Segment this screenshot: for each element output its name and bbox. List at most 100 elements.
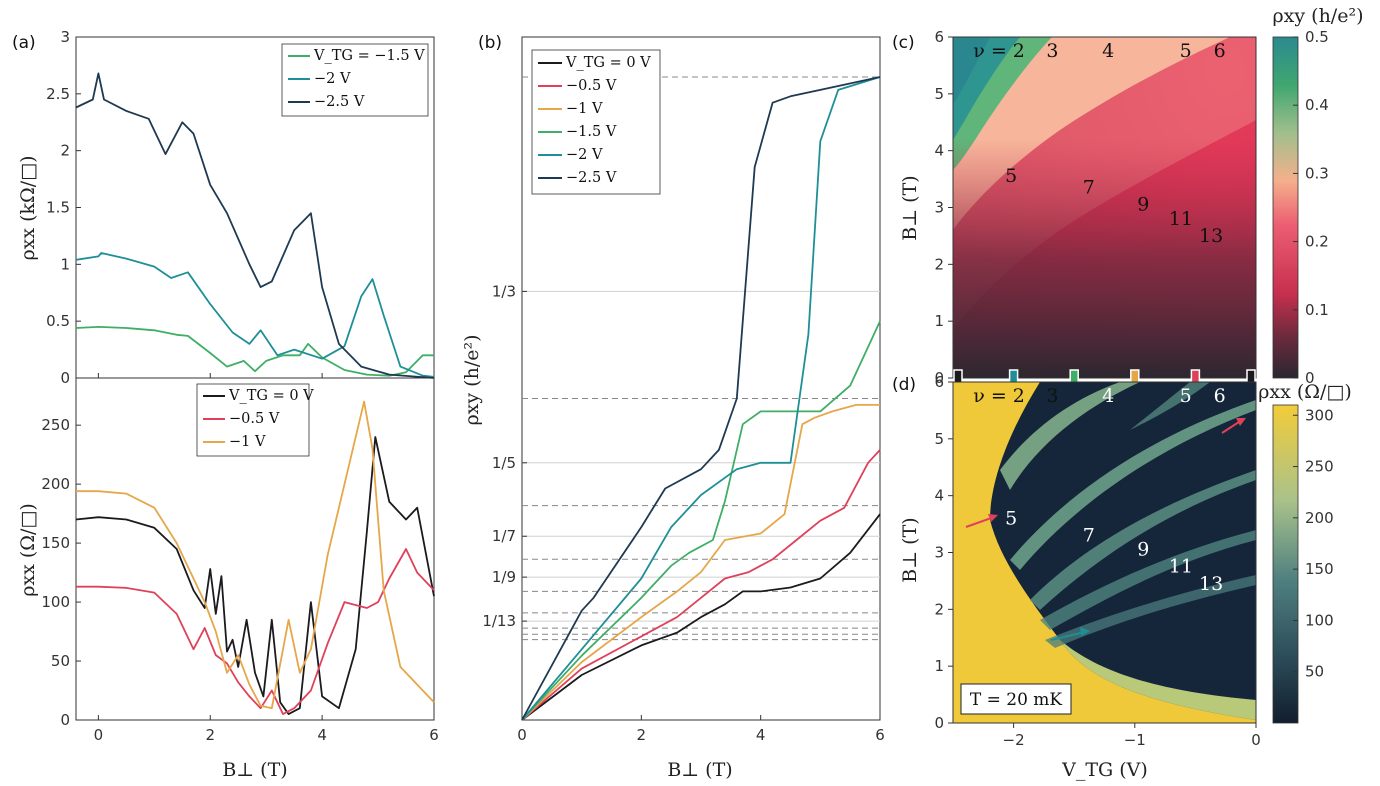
y-tick-label: 0 bbox=[60, 369, 70, 387]
y-tick-label: 4 bbox=[934, 487, 944, 505]
colorbar-tick-label: 0.1 bbox=[1305, 301, 1329, 319]
colorbar-tick-label: 250 bbox=[1305, 458, 1334, 476]
filling-factor-label: 5 bbox=[1180, 385, 1192, 407]
x-tick-label: 2 bbox=[205, 726, 215, 744]
x-axis-label: B⊥ (T) bbox=[667, 759, 732, 781]
colorbar-tick-label: 0.5 bbox=[1305, 28, 1329, 46]
filling-factor-label: 5 bbox=[1005, 507, 1017, 529]
filling-factor-label: 6 bbox=[1214, 40, 1226, 62]
y-tick-label: 6 bbox=[934, 373, 944, 391]
series-line bbox=[521, 76, 881, 721]
arrow-red-nu5-head bbox=[988, 514, 998, 522]
series-line bbox=[75, 72, 435, 379]
filling-factor-label: 3 bbox=[1046, 40, 1058, 62]
arrows bbox=[965, 418, 1246, 641]
y-tick-label: 2 bbox=[934, 600, 944, 618]
y-tick-label: 1/7 bbox=[492, 527, 516, 545]
y-axis-label: ρxy (h/e²) bbox=[461, 335, 483, 426]
legend-label: V_TG = 0 V bbox=[565, 55, 651, 71]
legend-label: −1.5 V bbox=[566, 124, 617, 140]
y-tick-label: 0 bbox=[934, 369, 944, 387]
filling-factor-label: 5 bbox=[1180, 40, 1192, 62]
filling-factor-label: 5 bbox=[1005, 165, 1017, 187]
colorbar-tick-label: 300 bbox=[1305, 406, 1334, 424]
chart-a-top: 0 0.5 1 1.5 2 2.5 3 ρxx (kΩ/□) V_TG = −1.5 V −2… bbox=[17, 28, 435, 387]
colorbar-tick-label: 0.4 bbox=[1305, 96, 1329, 114]
colorbar-d: 50 100 150 200 250 300 ρxx (Ω/□) bbox=[1258, 381, 1352, 724]
series-line bbox=[521, 449, 881, 721]
arrow-teal bbox=[1050, 631, 1086, 641]
legend-label: −0.5 V bbox=[566, 78, 617, 94]
filling-factor-label: 9 bbox=[1137, 194, 1149, 216]
colorbar-label: ρxx (Ω/□) bbox=[1258, 381, 1352, 403]
y-tick-label: 200 bbox=[41, 475, 70, 493]
y-tick-label: 2 bbox=[60, 142, 70, 160]
series-line bbox=[76, 400, 435, 710]
arrow-teal-head bbox=[1080, 627, 1090, 636]
series-line bbox=[75, 436, 435, 715]
y-tick-label: 1 bbox=[934, 312, 944, 330]
colorbar-tick-label: 0 bbox=[1305, 369, 1315, 387]
x-tick-label: −2 bbox=[1003, 731, 1025, 749]
legend-label: −2.5 V bbox=[566, 170, 617, 186]
colorbar-tick-label: 150 bbox=[1305, 560, 1334, 578]
axes-box bbox=[521, 36, 881, 721]
legend: V_TG = −1.5 V −2 V −2.5 V bbox=[281, 43, 429, 117]
y-tick-label: 0 bbox=[60, 711, 70, 729]
temperature-label: T = 20 mK bbox=[970, 690, 1063, 710]
y-axis-label: B⊥ (T) bbox=[899, 175, 921, 240]
x-tick-label: 6 bbox=[429, 726, 439, 744]
x-tick-label: 4 bbox=[756, 726, 766, 744]
legend-label: V_TG = −1.5 V bbox=[313, 48, 425, 64]
y-tick-label: 1/13 bbox=[482, 612, 516, 630]
y-tick-label: 2.5 bbox=[46, 85, 70, 103]
filling-factor-label: 11 bbox=[1169, 556, 1193, 578]
panel-label-c: (c) bbox=[892, 33, 915, 53]
legend-label: −1 V bbox=[566, 101, 603, 117]
legend-label: −2 V bbox=[314, 71, 351, 87]
filling-factor-label: ν = 2 bbox=[973, 40, 1025, 62]
filling-factor-label: 4 bbox=[1102, 40, 1114, 62]
series-line bbox=[521, 513, 881, 721]
legend: V_TG = 0 V −0.5 V −1 V bbox=[196, 383, 314, 457]
x-axis-label: V_TG (V) bbox=[1061, 759, 1148, 781]
y-tick-label: 5 bbox=[934, 85, 944, 103]
series-line bbox=[75, 325, 434, 377]
chart-b: 0 2 4 6 1/3 1/5 1/7 1/9 1/13 ρxy (h/e²) B⊥ (T) V… bbox=[461, 36, 885, 781]
y-tick-label: 3 bbox=[60, 28, 70, 46]
filling-factor-label: 13 bbox=[1199, 573, 1223, 595]
legend-label: −0.5 V bbox=[229, 411, 280, 427]
y-tick-label: 3 bbox=[934, 544, 944, 562]
filling-factor-label: ν = 2 bbox=[973, 385, 1025, 407]
x-axis-label: B⊥ (T) bbox=[222, 759, 287, 781]
legend-label: V_TG = 0 V bbox=[228, 388, 314, 404]
colorbar-tick-label: 50 bbox=[1305, 663, 1324, 681]
colorbar-tick-label: 100 bbox=[1305, 611, 1334, 629]
arrow-red-nu5 bbox=[965, 516, 995, 528]
y-tick-label: 1 bbox=[934, 657, 944, 675]
colorbar-tick-label: 200 bbox=[1305, 509, 1334, 527]
filling-factor-label: 3 bbox=[1046, 385, 1058, 407]
panel-label-a: (a) bbox=[12, 33, 36, 53]
y-axis-label: ρxx (Ω/□) bbox=[17, 503, 39, 597]
y-tick-label: 1/9 bbox=[492, 568, 516, 586]
y-tick-label: 1.5 bbox=[46, 199, 70, 217]
y-tick-label: 1/3 bbox=[492, 282, 516, 300]
legend-label: −1 V bbox=[229, 434, 266, 450]
colorbar-c: 0 0.1 0.2 0.3 0.4 0.5 ρxy (h/e²) bbox=[1273, 5, 1364, 387]
x-tick-label: 6 bbox=[875, 726, 885, 744]
legend-label: −2 V bbox=[566, 147, 603, 163]
filling-factor-label: 6 bbox=[1214, 385, 1226, 407]
series-line bbox=[75, 252, 435, 378]
heatmap-c-image bbox=[953, 37, 1256, 378]
chart-a-bottom: 0 2 4 6 0 50 100 150 200 250 ρxx (Ω/□) B⊥ (T) V_T… bbox=[17, 377, 439, 781]
colorbar-label: ρxy (h/e²) bbox=[1273, 5, 1364, 27]
y-tick-label: 50 bbox=[51, 652, 70, 670]
filling-factor-label: 7 bbox=[1083, 177, 1095, 199]
y-axis-label: ρxx (kΩ/□) bbox=[17, 155, 39, 260]
series-line bbox=[76, 548, 435, 715]
x-tick-label: 0 bbox=[517, 726, 527, 744]
y-tick-label: 3 bbox=[934, 199, 944, 217]
